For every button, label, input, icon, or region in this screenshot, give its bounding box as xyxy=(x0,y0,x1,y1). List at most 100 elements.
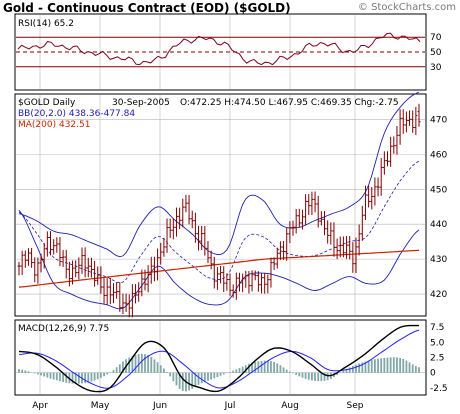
price-bar xyxy=(323,211,327,236)
price-bar xyxy=(102,278,106,304)
price-bar xyxy=(250,270,254,292)
price-bar xyxy=(313,191,317,213)
macd-histogram-bar xyxy=(285,369,288,373)
rsi-tick-label: 70 xyxy=(430,33,442,43)
rsi-tick-label: 50 xyxy=(430,48,442,58)
price-bar xyxy=(89,257,93,278)
price-bar xyxy=(253,270,257,281)
price-bar xyxy=(99,266,103,294)
macd-histogram-bar xyxy=(213,372,216,379)
price-bar xyxy=(143,269,147,291)
price-bar xyxy=(209,250,213,270)
price-bar xyxy=(291,220,295,236)
macd-histogram-bar xyxy=(414,366,417,373)
macd-histogram-bar xyxy=(62,372,64,383)
price-bar xyxy=(329,222,333,245)
price-bar xyxy=(348,235,352,260)
price-tick-label: 430 xyxy=(430,255,447,265)
price-bar xyxy=(272,257,276,271)
price-bar xyxy=(263,272,267,294)
price-bar xyxy=(115,282,119,299)
macd-histogram-bar xyxy=(342,370,345,373)
price-bar xyxy=(171,218,175,240)
price-bar xyxy=(338,236,342,258)
price-bar xyxy=(36,257,40,284)
price-bar xyxy=(140,269,144,297)
price-bar xyxy=(241,273,245,293)
price-bar xyxy=(316,195,320,228)
price-bar xyxy=(42,242,46,269)
price-bar xyxy=(282,241,286,261)
macd-histogram-bar xyxy=(396,357,398,373)
price-bar xyxy=(294,208,298,234)
macd-histogram-bar xyxy=(103,372,105,377)
macd-histogram-bar xyxy=(99,372,102,378)
macd-histogram-bar xyxy=(326,372,329,381)
price-tick-label: 420 xyxy=(430,290,447,300)
macd-histogram-bar xyxy=(418,367,420,373)
macd-histogram-bar xyxy=(46,372,49,378)
rsi-line xyxy=(17,32,421,66)
macd-tick-label: -2.5 xyxy=(430,384,448,394)
price-bar xyxy=(108,277,112,305)
price-bar xyxy=(58,237,62,267)
price-bar xyxy=(222,266,226,293)
price-bar xyxy=(162,237,166,257)
price-bar xyxy=(379,158,383,196)
price-bar xyxy=(269,257,273,288)
macd-tick-label: 0 xyxy=(430,369,436,379)
macd-histogram-bar xyxy=(172,372,175,382)
price-bar xyxy=(111,283,115,304)
macd-tick-label: 5.0 xyxy=(430,338,445,348)
macd-histogram-bar xyxy=(159,365,162,373)
price-bar xyxy=(389,136,393,167)
macd-histogram-bar xyxy=(131,356,134,373)
macd-tick-label: 7.5 xyxy=(430,323,444,333)
price-bar xyxy=(52,239,56,255)
price-bar xyxy=(23,250,27,268)
macd-histogram-bar xyxy=(156,362,159,373)
rsi-label: RSI(14) 65.2 xyxy=(18,19,74,29)
month-label: Aug xyxy=(281,401,299,411)
macd-histogram-bar xyxy=(207,372,209,381)
price-bar xyxy=(149,256,153,284)
macd-histogram-bar xyxy=(49,372,52,379)
macd-histogram-bar xyxy=(112,370,115,373)
macd-histogram-bar xyxy=(200,372,203,384)
price-tick-label: 470 xyxy=(430,115,447,125)
price-bar xyxy=(17,261,21,276)
price-bar xyxy=(193,212,197,243)
price-bar xyxy=(219,265,223,284)
price-bar xyxy=(332,222,336,257)
price-bar xyxy=(411,110,415,133)
price-bar xyxy=(134,284,138,304)
price-bar xyxy=(228,273,232,296)
price-bar xyxy=(266,274,270,294)
macd-histogram-bar xyxy=(377,358,379,373)
price-bar xyxy=(152,256,156,282)
macd-histogram-bar xyxy=(238,368,241,373)
price-bar xyxy=(335,238,339,260)
price-bar xyxy=(61,249,65,267)
price-bar xyxy=(197,225,201,251)
macd-histogram-bar xyxy=(181,372,184,392)
macd-histogram-bar xyxy=(386,357,389,373)
macd-histogram-bar xyxy=(241,366,244,373)
price-bar xyxy=(203,226,207,256)
macd-histogram-bar xyxy=(273,361,276,373)
price-bar xyxy=(414,106,418,135)
price-bar xyxy=(206,240,210,264)
macd-histogram-bar xyxy=(282,367,285,373)
macd-histogram-bar xyxy=(77,372,80,384)
macd-histogram-bar xyxy=(232,370,235,373)
macd-histogram-bar xyxy=(307,372,310,380)
price-bar xyxy=(130,284,134,318)
month-label: Jul xyxy=(224,401,236,411)
price-bar xyxy=(367,185,371,208)
price-bar xyxy=(55,237,59,253)
macd-histogram-bar xyxy=(169,372,172,377)
price-bar xyxy=(376,177,380,197)
price-bar xyxy=(395,126,399,155)
credit-text: © StockCharts.com xyxy=(357,2,456,13)
